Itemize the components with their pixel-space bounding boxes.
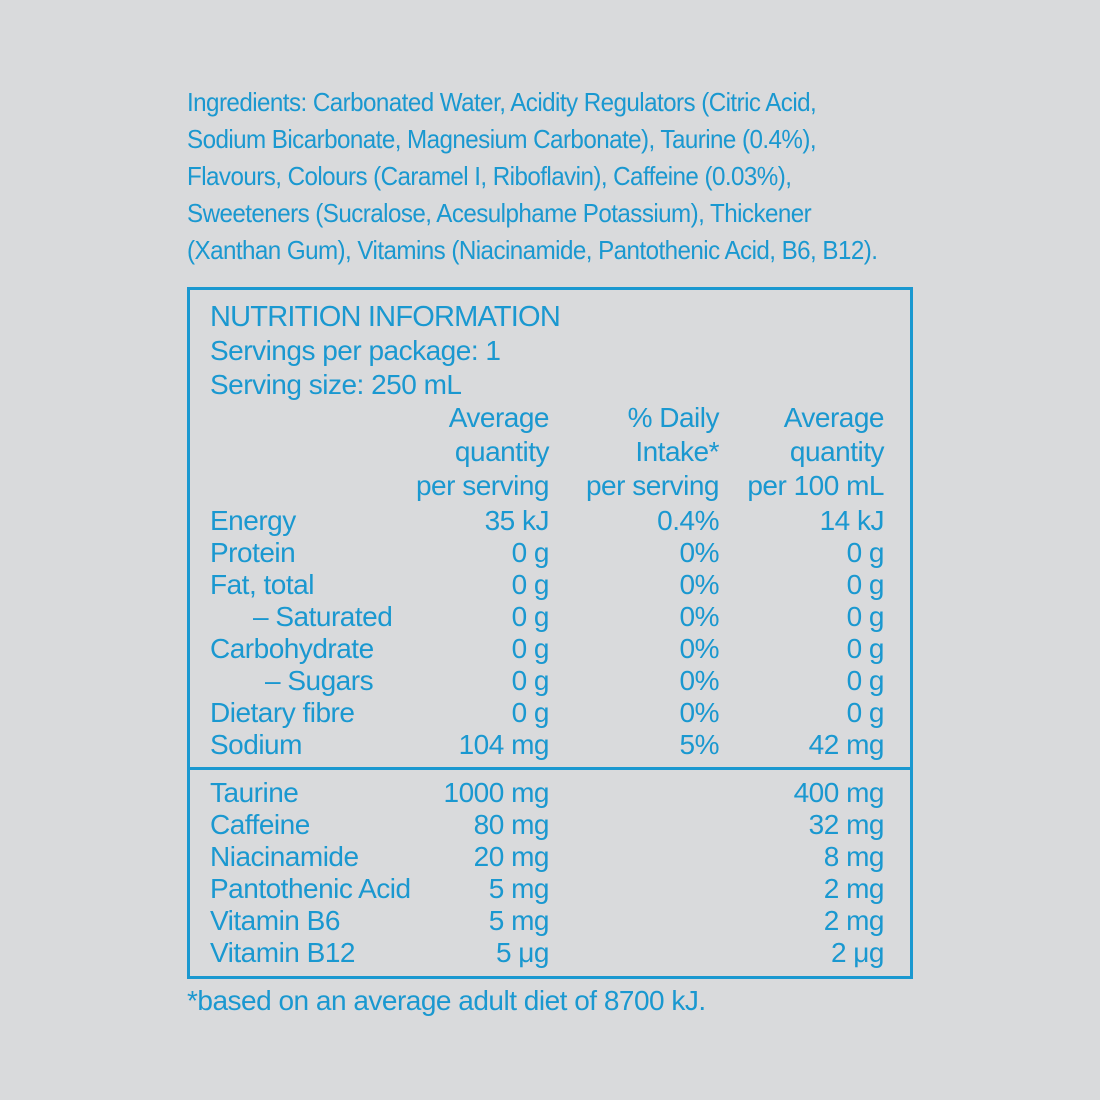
daily-intake-value: 0% [679, 569, 720, 600]
per-serving-value: 0 g [511, 537, 550, 568]
column-header-daily-intake: % Daily Intake* per serving [585, 401, 720, 503]
per-100ml-value: 8 mg [823, 841, 885, 872]
nutrient-label: Protein [210, 537, 296, 568]
per-serving-value: 5 μg [495, 937, 550, 968]
nutrient-label: Pantothenic Acid [210, 873, 411, 904]
per-100ml-value: 0 g [846, 601, 885, 632]
table-row: Vitamin B12 5 μg 2 μg [210, 937, 885, 969]
per-100ml-value: 0 g [846, 665, 885, 696]
nutrition-title: NUTRITION INFORMATION [210, 301, 561, 333]
table-row: Fat, total 0 g 0% 0 g [210, 569, 885, 601]
per-serving-value: 104 mg [458, 729, 550, 760]
nutrient-label: Energy [210, 505, 296, 536]
per-100ml-value: 2 mg [823, 873, 885, 904]
section-divider [190, 767, 910, 770]
per-serving-value: 35 kJ [484, 505, 550, 536]
per-100ml-value: 400 mg [793, 777, 885, 808]
per-serving-value: 0 g [511, 633, 550, 664]
header-line: % Daily [627, 402, 720, 433]
nutrient-label: Taurine [210, 777, 299, 808]
daily-intake-value: 0% [679, 665, 720, 696]
table-row: – Sugars 0 g 0% 0 g [210, 665, 885, 697]
nutrient-label: Dietary fibre [210, 697, 355, 728]
column-header-per-serving: Average quantity per serving [415, 401, 550, 503]
ingredients-line: Sodium Bicarbonate, Magnesium Carbonate)… [187, 124, 817, 154]
table-row: Energy 35 kJ 0.4% 14 kJ [210, 505, 885, 537]
daily-intake-value: 0% [679, 633, 720, 664]
per-100ml-value: 32 mg [808, 809, 885, 840]
daily-intake-value: 0% [679, 697, 720, 728]
ingredients-line: Flavours, Colours (Caramel I, Riboflavin… [187, 161, 792, 191]
servings-per-package: Servings per package: 1 [210, 335, 501, 366]
table-row: Pantothenic Acid 5 mg 2 mg [210, 873, 885, 905]
per-serving-value: 0 g [511, 665, 550, 696]
nutrient-label: Carbohydrate [210, 633, 374, 664]
header-line: quantity [789, 436, 885, 467]
nutrition-header: NUTRITION INFORMATION Servings per packa… [210, 300, 561, 402]
table-row: Protein 0 g 0% 0 g [210, 537, 885, 569]
nutrient-label: – Sugars [265, 665, 374, 696]
footnote: *based on an average adult diet of 8700 … [187, 985, 706, 1016]
per-100ml-value: 0 g [846, 569, 885, 600]
daily-intake-value: 5% [679, 729, 720, 760]
header-line: per 100 mL [747, 470, 884, 501]
nutrient-rows: Energy 35 kJ 0.4% 14 kJ Protein 0 g 0% 0 g Fat, … [210, 505, 885, 761]
daily-intake-value: 0% [679, 537, 720, 568]
extra-rows: Taurine 1000 mg 400 mg Caffeine 80 mg 32 mg Ni… [210, 777, 885, 969]
ingredients-line: (Xanthan Gum), Vitamins (Niacinamide, Pa… [187, 235, 878, 265]
per-serving-value: 0 g [511, 697, 550, 728]
table-row: Vitamin B6 5 mg 2 mg [210, 905, 885, 937]
per-100ml-value: 42 mg [808, 729, 885, 760]
per-serving-value: 20 mg [473, 841, 550, 872]
per-serving-value: 5 mg [488, 905, 550, 936]
ingredients-list: Ingredients: Carbonated Water, Acidity R… [187, 84, 947, 269]
header-line: per serving [585, 470, 720, 501]
table-row: – Saturated 0 g 0% 0 g [210, 601, 885, 633]
per-serving-value: 0 g [511, 569, 550, 600]
table-row: Dietary fibre 0 g 0% 0 g [210, 697, 885, 729]
header-line: per serving [415, 470, 550, 501]
per-serving-value: 0 g [511, 601, 550, 632]
nutrient-label: – Saturated [253, 601, 393, 632]
daily-intake-value: 0.4% [657, 505, 719, 536]
serving-size: Serving size: 250 mL [210, 369, 462, 400]
daily-intake-value: 0% [679, 601, 720, 632]
per-100ml-value: 2 μg [830, 937, 885, 968]
table-row: Sodium 104 mg 5% 42 mg [210, 729, 885, 761]
nutrient-label: Sodium [210, 729, 302, 760]
table-row: Carbohydrate 0 g 0% 0 g [210, 633, 885, 665]
per-100ml-value: 2 mg [823, 905, 885, 936]
per-serving-value: 5 mg [488, 873, 550, 904]
nutrient-label: Fat, total [210, 569, 314, 600]
per-100ml-value: 0 g [846, 633, 885, 664]
per-100ml-value: 0 g [846, 697, 885, 728]
header-line: Average [783, 402, 885, 433]
nutrient-label: Caffeine [210, 809, 310, 840]
nutrient-label: Vitamin B6 [210, 905, 340, 936]
table-row: Niacinamide 20 mg 8 mg [210, 841, 885, 873]
header-line: Intake* [635, 436, 719, 467]
table-row: Caffeine 80 mg 32 mg [210, 809, 885, 841]
ingredients-line: Sweeteners (Sucralose, Acesulphame Potas… [187, 198, 812, 228]
ingredients-line: Ingredients: Carbonated Water, Acidity R… [187, 87, 817, 117]
table-row: Taurine 1000 mg 400 mg [210, 777, 885, 809]
nutrient-label: Vitamin B12 [210, 937, 355, 968]
per-serving-value: 80 mg [473, 809, 550, 840]
header-line: Average [448, 402, 550, 433]
nutrition-panel: NUTRITION INFORMATION Servings per packa… [187, 287, 913, 979]
per-serving-value: 1000 mg [443, 777, 550, 808]
header-line: quantity [454, 436, 550, 467]
per-100ml-value: 0 g [846, 537, 885, 568]
column-header-per-100ml: Average quantity per 100 mL [747, 401, 884, 503]
per-100ml-value: 14 kJ [819, 505, 885, 536]
nutrient-label: Niacinamide [210, 841, 359, 872]
